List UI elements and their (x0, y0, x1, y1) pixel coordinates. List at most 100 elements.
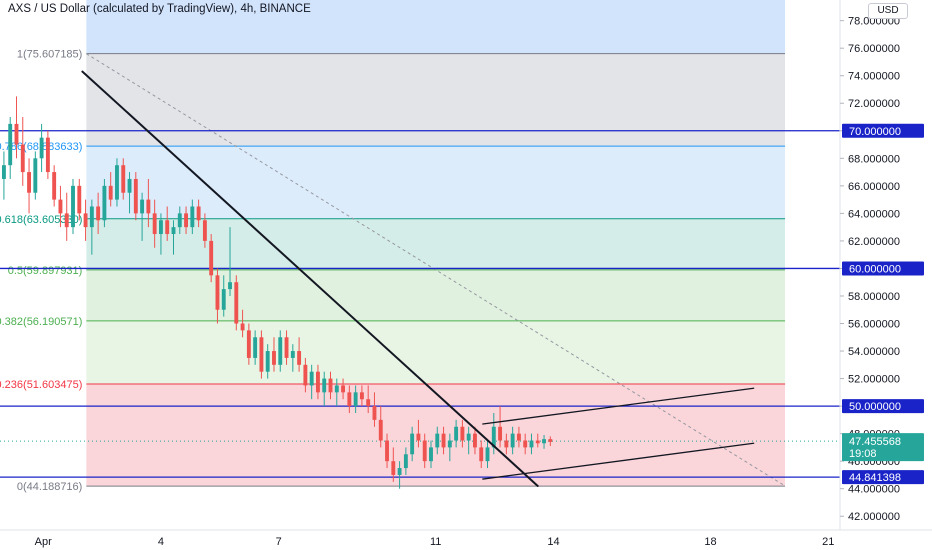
candle-body (259, 337, 264, 372)
candle-body (366, 399, 371, 407)
candle-body (115, 165, 119, 200)
candle-body (165, 220, 170, 235)
fib-level-label: 0.382(56.190571) (0, 316, 82, 328)
horizontal-level-label: 50.000000 (849, 401, 901, 413)
candle-body (447, 440, 452, 448)
horizontal-level-label: 70.000000 (849, 126, 901, 138)
candle-body (58, 199, 63, 214)
candle-body (466, 433, 471, 441)
price-tick-label: 54.000000 (848, 346, 900, 358)
candle-body (479, 447, 484, 462)
candle-body (422, 440, 427, 462)
horizontal-level-label-bg (842, 123, 924, 138)
candle-body (359, 392, 364, 400)
candle-body (435, 433, 440, 448)
fib-zone (86, 218, 786, 270)
candle-body (548, 439, 553, 442)
candle-body (303, 364, 308, 386)
fib-level-label: 0.618(63.605330) (0, 214, 82, 226)
candle-body (102, 185, 107, 221)
candle-body (491, 426, 496, 448)
candle-body (202, 220, 207, 241)
candle-body (253, 337, 258, 358)
candle-body (297, 351, 302, 365)
candle-body (246, 330, 251, 358)
candle-body (196, 206, 201, 221)
candle-body (89, 206, 94, 228)
candle-body (83, 213, 88, 228)
candle-body (133, 178, 138, 214)
candle-body (334, 385, 339, 393)
candle-body (416, 433, 421, 441)
time-tick-label: Apr (35, 536, 52, 548)
price-tick-label: 76.000000 (848, 43, 900, 55)
candle-body (410, 433, 415, 455)
candle-body (510, 433, 515, 448)
horizontal-level-label: 44.841398 (849, 472, 901, 484)
candle-body (45, 137, 50, 173)
price-tick-label: 74.000000 (848, 71, 900, 83)
fib-level-label: 1(75.607185) (17, 49, 82, 61)
candle-body (322, 378, 327, 393)
candle-body (215, 275, 220, 310)
candle-body (341, 385, 346, 393)
candle-body (529, 440, 534, 448)
price-tick-label: 58.000000 (848, 291, 900, 303)
fib-level-label: 0.236(51.603475) (0, 379, 82, 391)
time-tick-label: 14 (547, 536, 559, 548)
candle-body (108, 185, 113, 200)
price-tick-label: 68.000000 (848, 153, 900, 165)
candle-body (140, 199, 145, 214)
trendline (482, 442, 755, 480)
currency-selector[interactable]: USD (868, 3, 908, 19)
candle-body (535, 440, 540, 444)
price-tick-label: 44.000000 (848, 484, 900, 496)
price-tick-label: 52.000000 (848, 374, 900, 386)
candle-body (20, 144, 25, 173)
candle-body (152, 213, 157, 235)
candle-body (278, 337, 283, 365)
candle-body (127, 178, 132, 193)
candle-body (372, 406, 377, 420)
candle-body (403, 454, 408, 469)
horizontal-level-label: 60.000000 (849, 263, 901, 275)
fib-zone (86, 320, 786, 385)
candle-body (542, 439, 546, 444)
candle-body (265, 351, 270, 372)
last-price-label: 47.455568 (849, 436, 901, 448)
price-tick-label: 66.000000 (848, 181, 900, 193)
last-price-label-bg (842, 433, 924, 462)
candle-body (504, 440, 509, 448)
fib-zone-top (86, 0, 786, 54)
candle-body (454, 426, 459, 441)
candle-body (33, 158, 38, 193)
bar-countdown-label: 19:08 (849, 448, 877, 460)
trendline (482, 387, 755, 425)
candle-body (485, 447, 490, 462)
candle-body (1, 165, 6, 179)
candle-body (328, 378, 333, 393)
candle-body (498, 426, 503, 441)
time-tick-label: 21 (822, 536, 834, 548)
trendline (81, 70, 539, 487)
horizontal-level-label-bg (842, 261, 924, 276)
chart-title: AXS / US Dollar (calculated by TradingVi… (8, 3, 311, 15)
candle-body (177, 213, 182, 228)
candle-body (460, 426, 465, 441)
candle-body (184, 213, 189, 228)
candle-body (290, 351, 295, 358)
time-tick-label: 18 (704, 536, 716, 548)
price-tick-label: 56.000000 (848, 319, 900, 331)
candle-body (284, 337, 289, 358)
candle-body (240, 323, 245, 331)
candle-body (14, 123, 19, 145)
time-tick-label: 4 (158, 536, 164, 548)
price-tick-label: 42.000000 (848, 511, 900, 523)
candle-body (347, 392, 352, 407)
horizontal-level-label-bg (842, 399, 924, 414)
candle-body (378, 419, 383, 441)
candle-body (309, 371, 314, 386)
fib-zone (86, 269, 786, 321)
price-tick-label: 64.000000 (848, 208, 900, 220)
